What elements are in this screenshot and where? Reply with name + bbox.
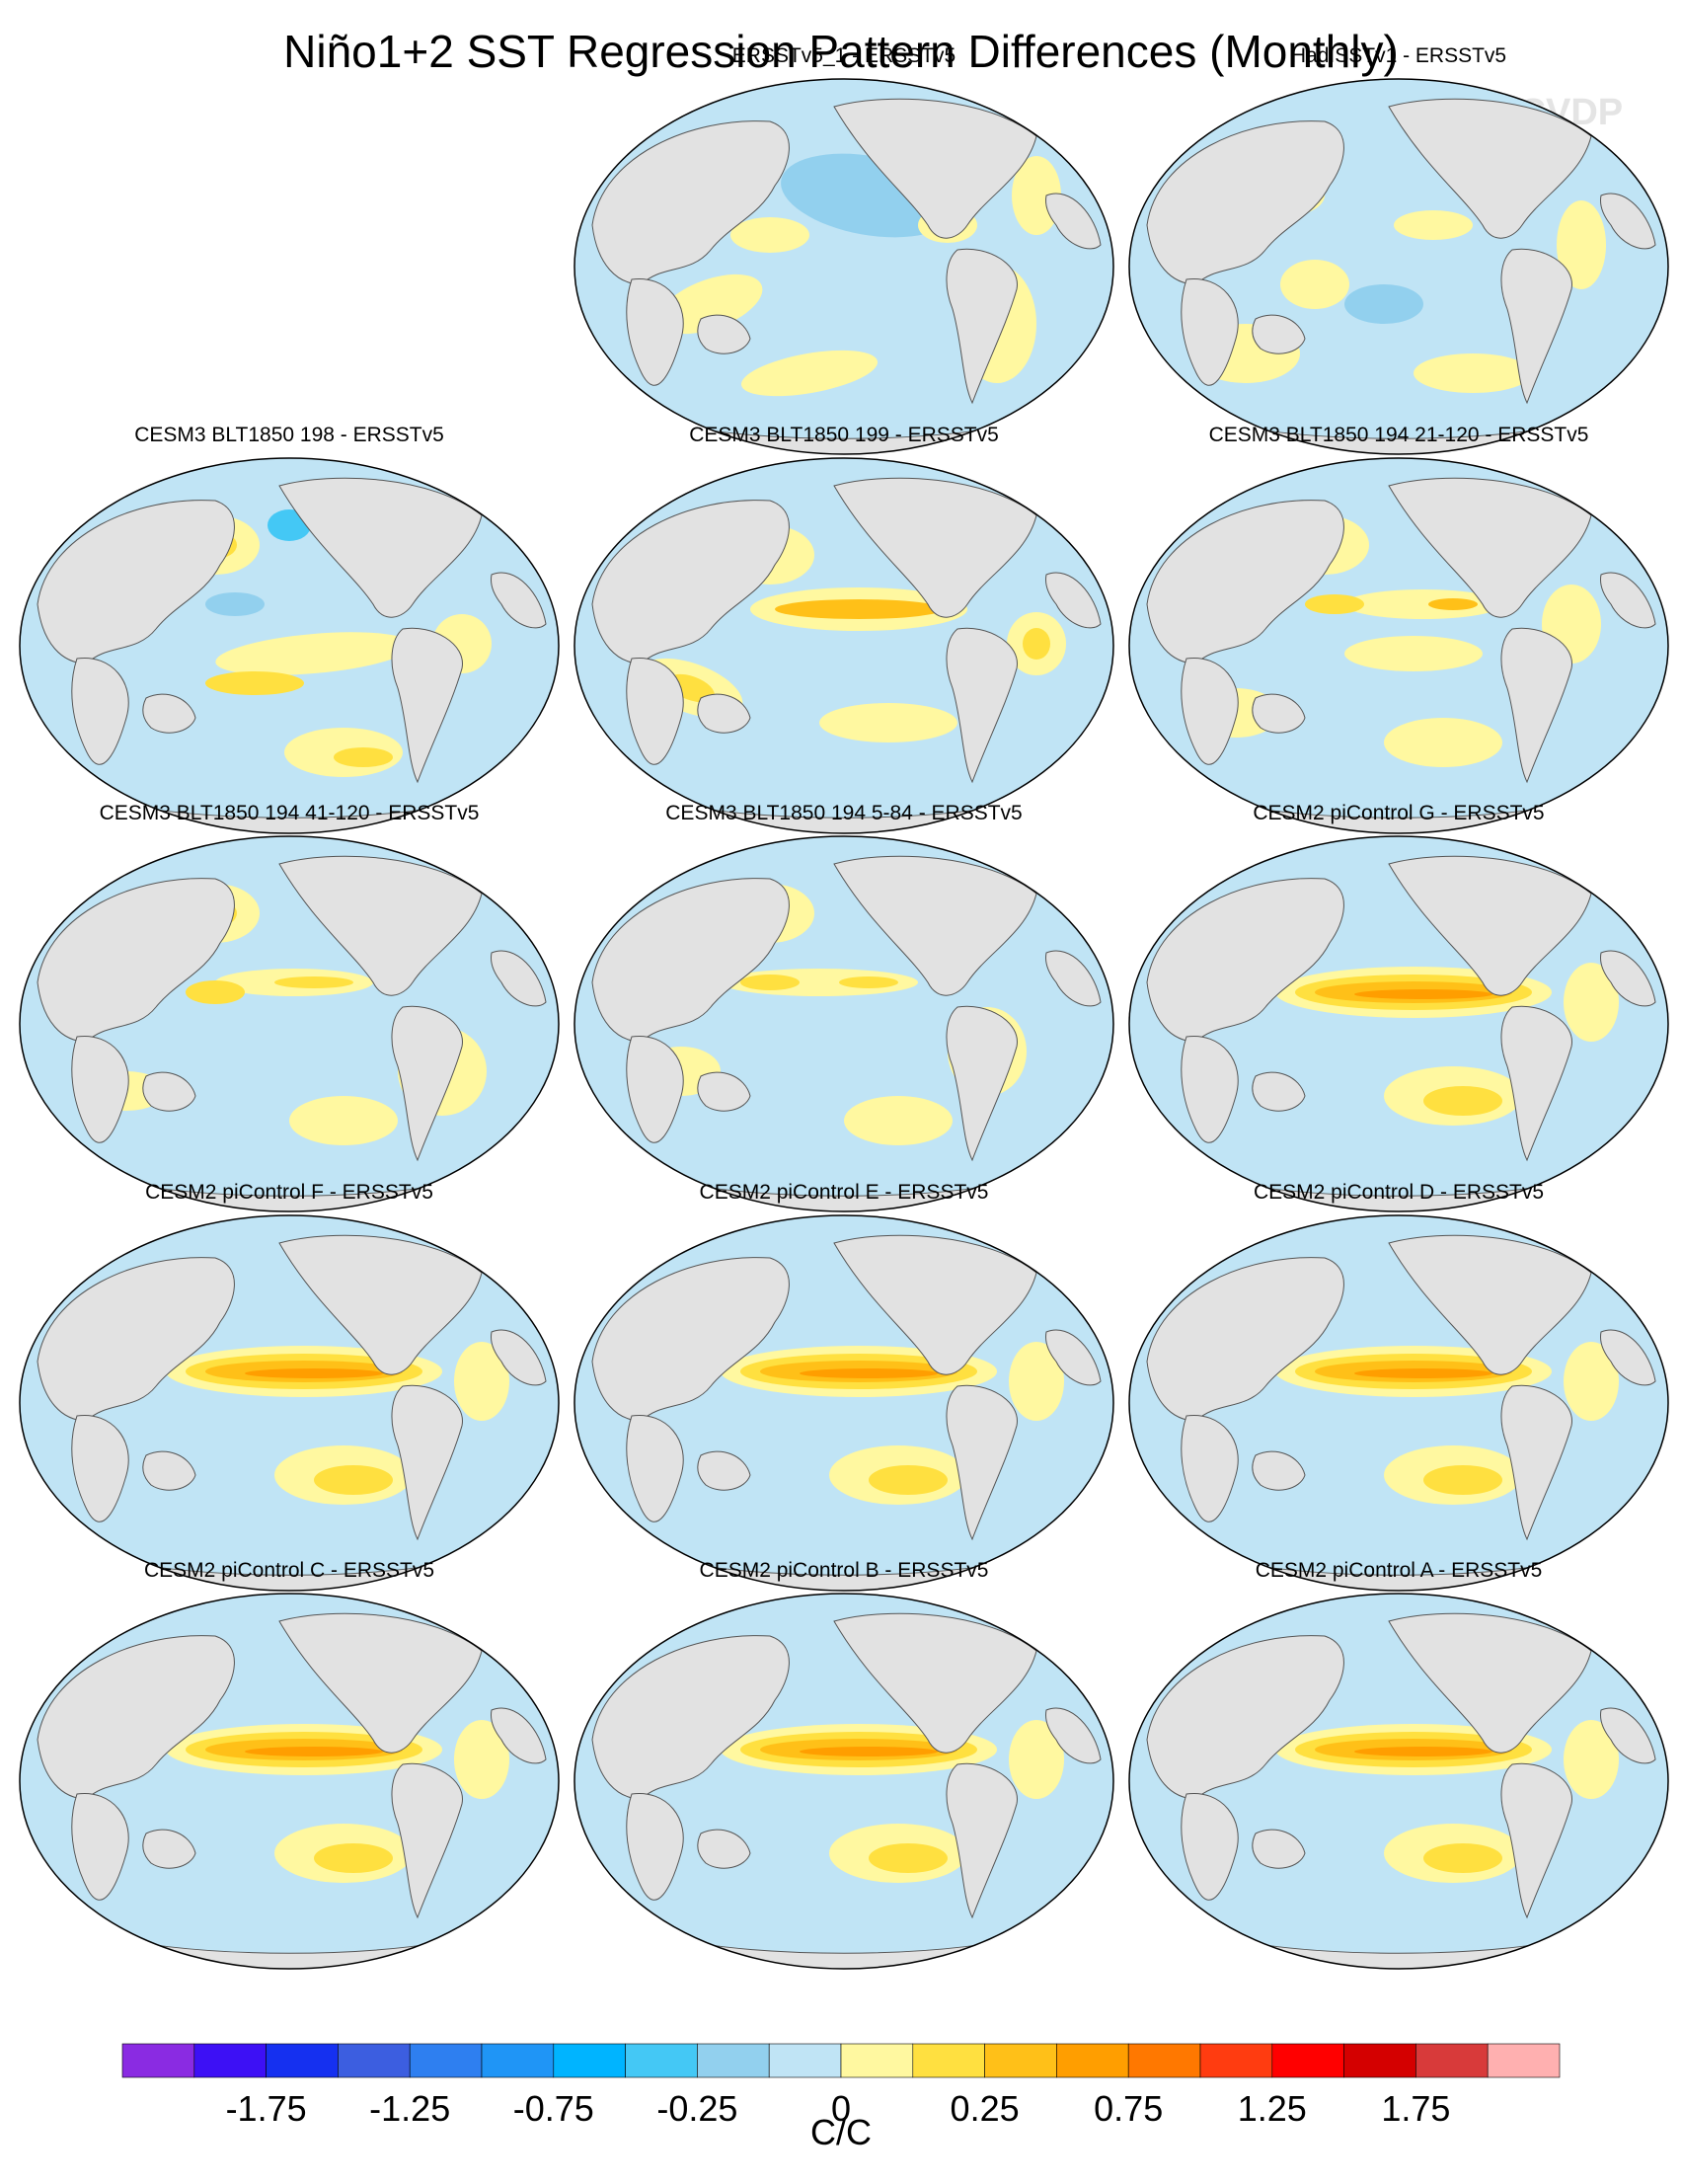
sst-map-panel	[19, 835, 560, 1212]
panel-title: CESM3 BLT1850 194 41-120 - ERSSTv5	[99, 802, 480, 824]
panel-title: CESM2 piControl F - ERSSTv5	[145, 1181, 433, 1204]
colorbar-swatch	[266, 2043, 339, 2078]
colorbar-swatch	[984, 2043, 1057, 2078]
colorbar-swatch	[1056, 2043, 1129, 2078]
panel-title: CESM2 piControl G - ERSSTv5	[1253, 802, 1545, 824]
sst-map-panel	[1128, 1593, 1669, 1970]
figure-title: Niño1+2 SST Regression Pattern Differenc…	[283, 26, 1399, 77]
sst-map-panel	[1128, 1214, 1669, 1592]
sst-map-panel	[1128, 835, 1669, 1212]
colorbar-swatch	[553, 2043, 626, 2078]
colorbar-swatch	[409, 2043, 483, 2078]
colorbar-swatch	[1127, 2043, 1201, 2078]
panel-title: CESM3 BLT1850 194 5-84 - ERSSTv5	[665, 802, 1023, 824]
sst-map-panel	[573, 835, 1114, 1212]
colorbar-swatch	[338, 2043, 411, 2078]
panel-title: HadISSTv1 - ERSSTv5	[1290, 44, 1507, 67]
sst-map-panel	[573, 1593, 1114, 1970]
colorbar-unit-label: C/C	[810, 2112, 872, 2152]
sst-map-panel	[573, 1214, 1114, 1592]
colorbar-swatch	[697, 2043, 770, 2078]
sst-map-panel	[19, 1593, 560, 1970]
sst-map-panel	[573, 78, 1114, 455]
panel-title: CESM3 BLT1850 199 - ERSSTv5	[689, 424, 999, 446]
panel-title: ERSSTv5_1 - ERSSTv5	[731, 44, 956, 67]
panel-title: CESM2 piControl D - ERSSTv5	[1253, 1181, 1545, 1204]
panel-title: CESM2 piControl E - ERSSTv5	[699, 1181, 989, 1204]
colorbar-swatch	[1415, 2043, 1489, 2078]
colorbar-swatch	[1343, 2043, 1416, 2078]
panel-title: CESM3 BLT1850 194 21-120 - ERSSTv5	[1208, 424, 1589, 446]
colorbar-swatch	[768, 2043, 842, 2078]
panel-title: CESM2 piControl A - ERSSTv5	[1255, 1559, 1543, 1582]
colorbar-swatch	[840, 2043, 914, 2078]
colorbar-swatch	[1199, 2043, 1273, 2078]
sst-map-panel	[19, 457, 560, 834]
colorbar-swatch	[481, 2043, 555, 2078]
panel-title: CESM2 piControl C - ERSSTv5	[143, 1559, 435, 1582]
sst-map-panel	[1128, 78, 1669, 455]
colorbar-swatch	[625, 2043, 698, 2078]
panel-title: CESM3 BLT1850 198 - ERSSTv5	[134, 424, 444, 446]
colorbar-swatch	[1487, 2043, 1561, 2078]
sst-map-panel	[19, 1214, 560, 1592]
colorbar-swatch	[193, 2043, 267, 2078]
colorbar-swatch	[1271, 2043, 1344, 2078]
sst-map-panel	[573, 457, 1114, 834]
colorbar-swatch	[121, 2043, 195, 2078]
sst-map-panel	[1128, 457, 1669, 834]
panel-title: CESM2 piControl B - ERSSTv5	[699, 1559, 989, 1582]
colorbar-swatch	[912, 2043, 985, 2078]
